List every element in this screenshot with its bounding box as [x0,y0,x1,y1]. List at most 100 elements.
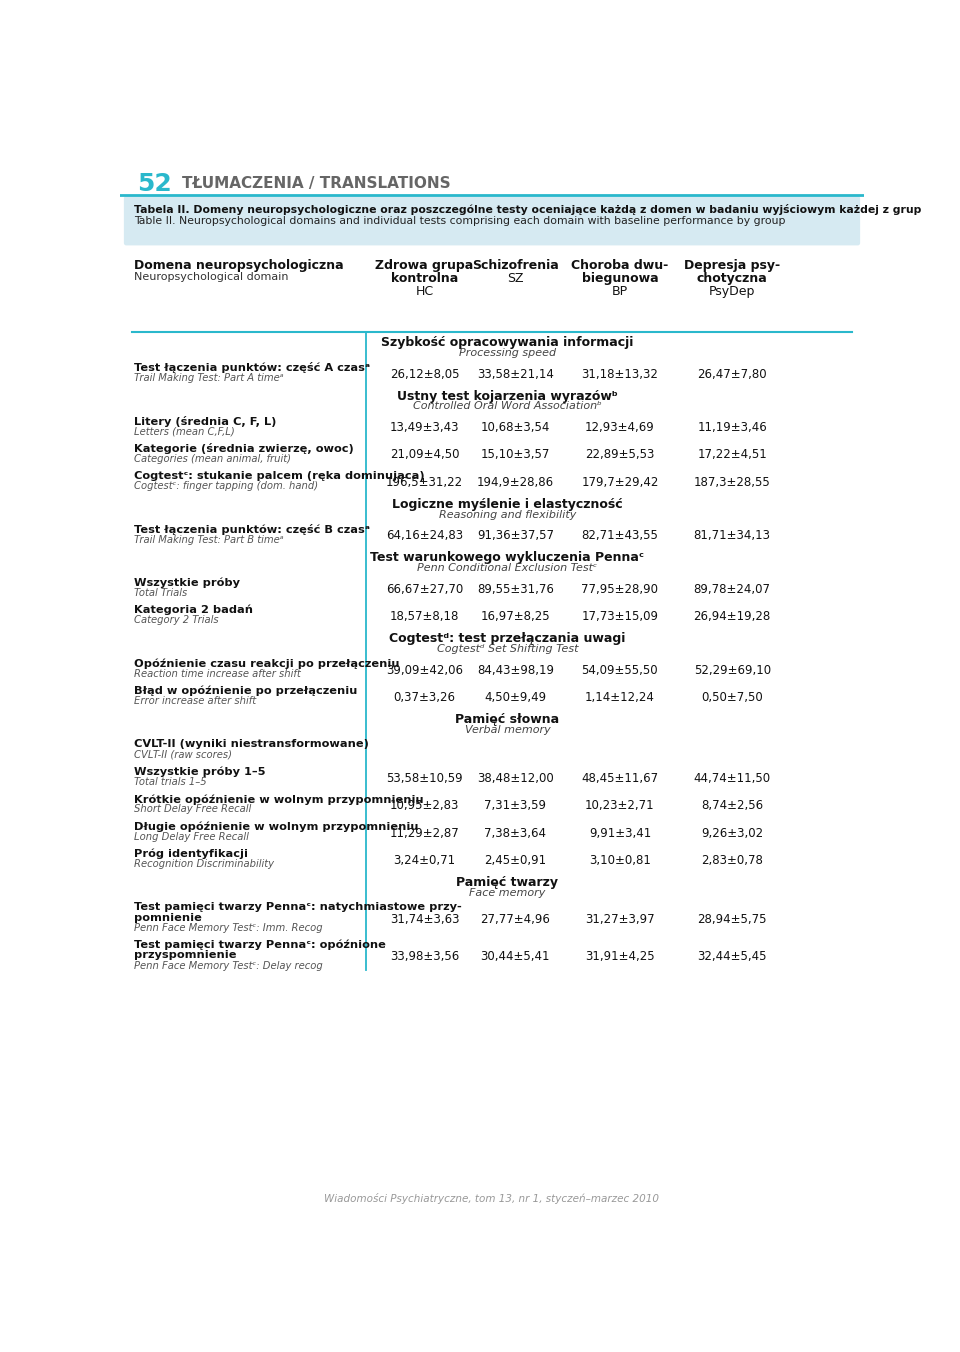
Text: Trail Making Test: Part B timeᵃ: Trail Making Test: Part B timeᵃ [134,534,283,545]
Text: Reasoning and flexibility: Reasoning and flexibility [439,510,576,519]
Text: Table II. Neuropsychological domains and individual tests comprising each domain: Table II. Neuropsychological domains and… [134,216,785,226]
Text: Face memory: Face memory [469,887,545,898]
Text: 48,45±11,67: 48,45±11,67 [582,772,659,786]
Text: 31,74±3,63: 31,74±3,63 [390,913,459,926]
Text: 13,49±3,43: 13,49±3,43 [390,422,459,434]
Text: 52: 52 [137,172,172,196]
Text: 84,43±98,19: 84,43±98,19 [477,664,554,677]
Text: SZ: SZ [507,272,523,285]
Text: 10,23±2,71: 10,23±2,71 [585,799,655,813]
Text: 3,10±0,81: 3,10±0,81 [588,854,651,867]
Text: Cogtestᵈ: test przełączania uwagi: Cogtestᵈ: test przełączania uwagi [390,633,626,645]
Text: Wszystkie próby 1–5: Wszystkie próby 1–5 [134,767,266,777]
Text: 9,91±3,41: 9,91±3,41 [588,826,651,840]
Text: Test pamięci twarzy Pennaᶜ: opóźnione: Test pamięci twarzy Pennaᶜ: opóźnione [134,940,386,950]
Text: 81,71±34,13: 81,71±34,13 [694,530,771,542]
Text: 77,95±28,90: 77,95±28,90 [582,583,659,596]
Text: TŁUMACZENIA / TRANSLATIONS: TŁUMACZENIA / TRANSLATIONS [182,176,450,191]
Text: Neuropsychological domain: Neuropsychological domain [134,272,288,281]
Text: 33,58±21,14: 33,58±21,14 [477,368,554,381]
Text: Depresja psy-: Depresja psy- [684,260,780,272]
Text: 7,31±3,59: 7,31±3,59 [484,799,546,813]
Text: Krótkie opóźnienie w wolnym przypomnieniu: Krótkie opóźnienie w wolnym przypomnieni… [134,794,423,804]
Text: 26,47±7,80: 26,47±7,80 [697,368,767,381]
Text: Test pamięci twarzy Pennaᶜ: natychmiastowe przy-: Test pamięci twarzy Pennaᶜ: natychmiasto… [134,902,462,913]
Text: 32,44±5,45: 32,44±5,45 [698,950,767,964]
Text: Cogtestᵈ Set Shifting Test: Cogtestᵈ Set Shifting Test [437,644,578,654]
Text: Kategoria 2 badań: Kategoria 2 badań [134,604,252,615]
Text: Total Trials: Total Trials [134,588,187,598]
Text: 3,24±0,71: 3,24±0,71 [394,854,456,867]
Text: 21,09±4,50: 21,09±4,50 [390,449,459,461]
Text: 39,09±42,06: 39,09±42,06 [386,664,463,677]
Text: 2,83±0,78: 2,83±0,78 [702,854,763,867]
Text: Long Delay Free Recall: Long Delay Free Recall [134,831,249,842]
Text: Penn Face Memory Testᶜ: Imm. Recog: Penn Face Memory Testᶜ: Imm. Recog [134,923,323,933]
Text: Categories (mean animal, fruit): Categories (mean animal, fruit) [134,454,291,464]
Text: Reaction time increase after shift: Reaction time increase after shift [134,669,300,679]
Text: 22,89±5,53: 22,89±5,53 [586,449,655,461]
Text: Pamięć twarzy: Pamięć twarzy [457,876,559,890]
Text: 8,74±2,56: 8,74±2,56 [701,799,763,813]
Text: Penn Conditional Exclusion Testᶜ: Penn Conditional Exclusion Testᶜ [418,562,597,573]
Text: Błąd w opóźnienie po przełączeniu: Błąd w opóźnienie po przełączeniu [134,685,357,696]
Text: Cogtestᶜ: finger tapping (dom. hand): Cogtestᶜ: finger tapping (dom. hand) [134,481,318,491]
Text: Wszystkie próby: Wszystkie próby [134,577,240,588]
Text: 31,27±3,97: 31,27±3,97 [585,913,655,926]
Text: Próg identyfikacji: Próg identyfikacji [134,849,248,859]
Text: Cogtestᶜ: stukanie palcem (ręka dominująca): Cogtestᶜ: stukanie palcem (ręka dominują… [134,470,424,480]
Text: Category 2 Trials: Category 2 Trials [134,615,219,626]
Text: 66,67±27,70: 66,67±27,70 [386,583,463,596]
Text: 12,93±4,69: 12,93±4,69 [585,422,655,434]
Text: 16,97±8,25: 16,97±8,25 [480,610,550,623]
Text: 89,78±24,07: 89,78±24,07 [694,583,771,596]
Text: Total trials 1–5: Total trials 1–5 [134,777,206,787]
Text: Domena neuropsychologiczna: Domena neuropsychologiczna [134,260,344,272]
Text: 64,16±24,83: 64,16±24,83 [386,530,463,542]
Text: 44,74±11,50: 44,74±11,50 [694,772,771,786]
Text: 54,09±55,50: 54,09±55,50 [582,664,659,677]
Text: Ustny test kojarzenia wyrazówᵇ: Ustny test kojarzenia wyrazówᵇ [397,389,618,403]
Text: Długie opóźnienie w wolnym przypomnieniu: Długie opóźnienie w wolnym przypomnieniu [134,822,419,831]
Text: 26,94±19,28: 26,94±19,28 [694,610,771,623]
Text: 194,9±28,86: 194,9±28,86 [477,476,554,489]
Text: Choroba dwu-: Choroba dwu- [571,260,668,272]
Text: 89,55±31,76: 89,55±31,76 [477,583,554,596]
Text: Short Delay Free Recall: Short Delay Free Recall [134,804,252,814]
Text: 18,57±8,18: 18,57±8,18 [390,610,459,623]
Text: 0,50±7,50: 0,50±7,50 [702,691,763,704]
FancyBboxPatch shape [124,196,860,246]
Text: PsyDep: PsyDep [709,285,756,299]
Text: 15,10±3,57: 15,10±3,57 [481,449,550,461]
Text: 53,58±10,59: 53,58±10,59 [386,772,463,786]
Text: Zdrowa grupa: Zdrowa grupa [375,260,473,272]
Text: Szybkość opracowywania informacji: Szybkość opracowywania informacji [381,337,634,349]
Text: 26,12±8,05: 26,12±8,05 [390,368,459,381]
Text: Controlled Oral Word Associationᵇ: Controlled Oral Word Associationᵇ [413,402,602,411]
Text: 30,44±5,41: 30,44±5,41 [481,950,550,964]
Text: Wiadomości Psychiatryczne, tom 13, nr 1, styczeń–marzec 2010: Wiadomości Psychiatryczne, tom 13, nr 1,… [324,1192,660,1203]
Text: Test łączenia punktów: część A czasᵃ: Test łączenia punktów: część A czasᵃ [134,362,370,373]
Text: Letters (mean C,F,L): Letters (mean C,F,L) [134,426,234,437]
Text: przyspomnienie: przyspomnienie [134,950,236,960]
Text: 91,36±37,57: 91,36±37,57 [477,530,554,542]
Text: CVLT-II (raw scores): CVLT-II (raw scores) [134,750,232,760]
Text: Litery (średnia C, F, L): Litery (średnia C, F, L) [134,416,276,427]
Text: 27,77±4,96: 27,77±4,96 [480,913,550,926]
Text: 31,91±4,25: 31,91±4,25 [585,950,655,964]
Text: 52,29±69,10: 52,29±69,10 [694,664,771,677]
Text: 0,37±3,26: 0,37±3,26 [394,691,456,704]
Text: 17,22±4,51: 17,22±4,51 [697,449,767,461]
Text: 10,95±2,83: 10,95±2,83 [390,799,459,813]
Text: 2,45±0,91: 2,45±0,91 [484,854,546,867]
Text: 11,19±3,46: 11,19±3,46 [697,422,767,434]
Text: chotyczna: chotyczna [697,272,768,285]
Text: Recognition Discriminability: Recognition Discriminability [134,859,274,869]
Text: Processing speed: Processing speed [459,347,556,358]
Text: 31,18±13,32: 31,18±13,32 [582,368,659,381]
Text: Kategorie (średnia zwierzę, owoc): Kategorie (średnia zwierzę, owoc) [134,443,353,454]
Text: 179,7±29,42: 179,7±29,42 [581,476,659,489]
Text: 28,94±5,75: 28,94±5,75 [698,913,767,926]
Text: HC: HC [416,285,434,299]
Text: 9,26±3,02: 9,26±3,02 [701,826,763,840]
